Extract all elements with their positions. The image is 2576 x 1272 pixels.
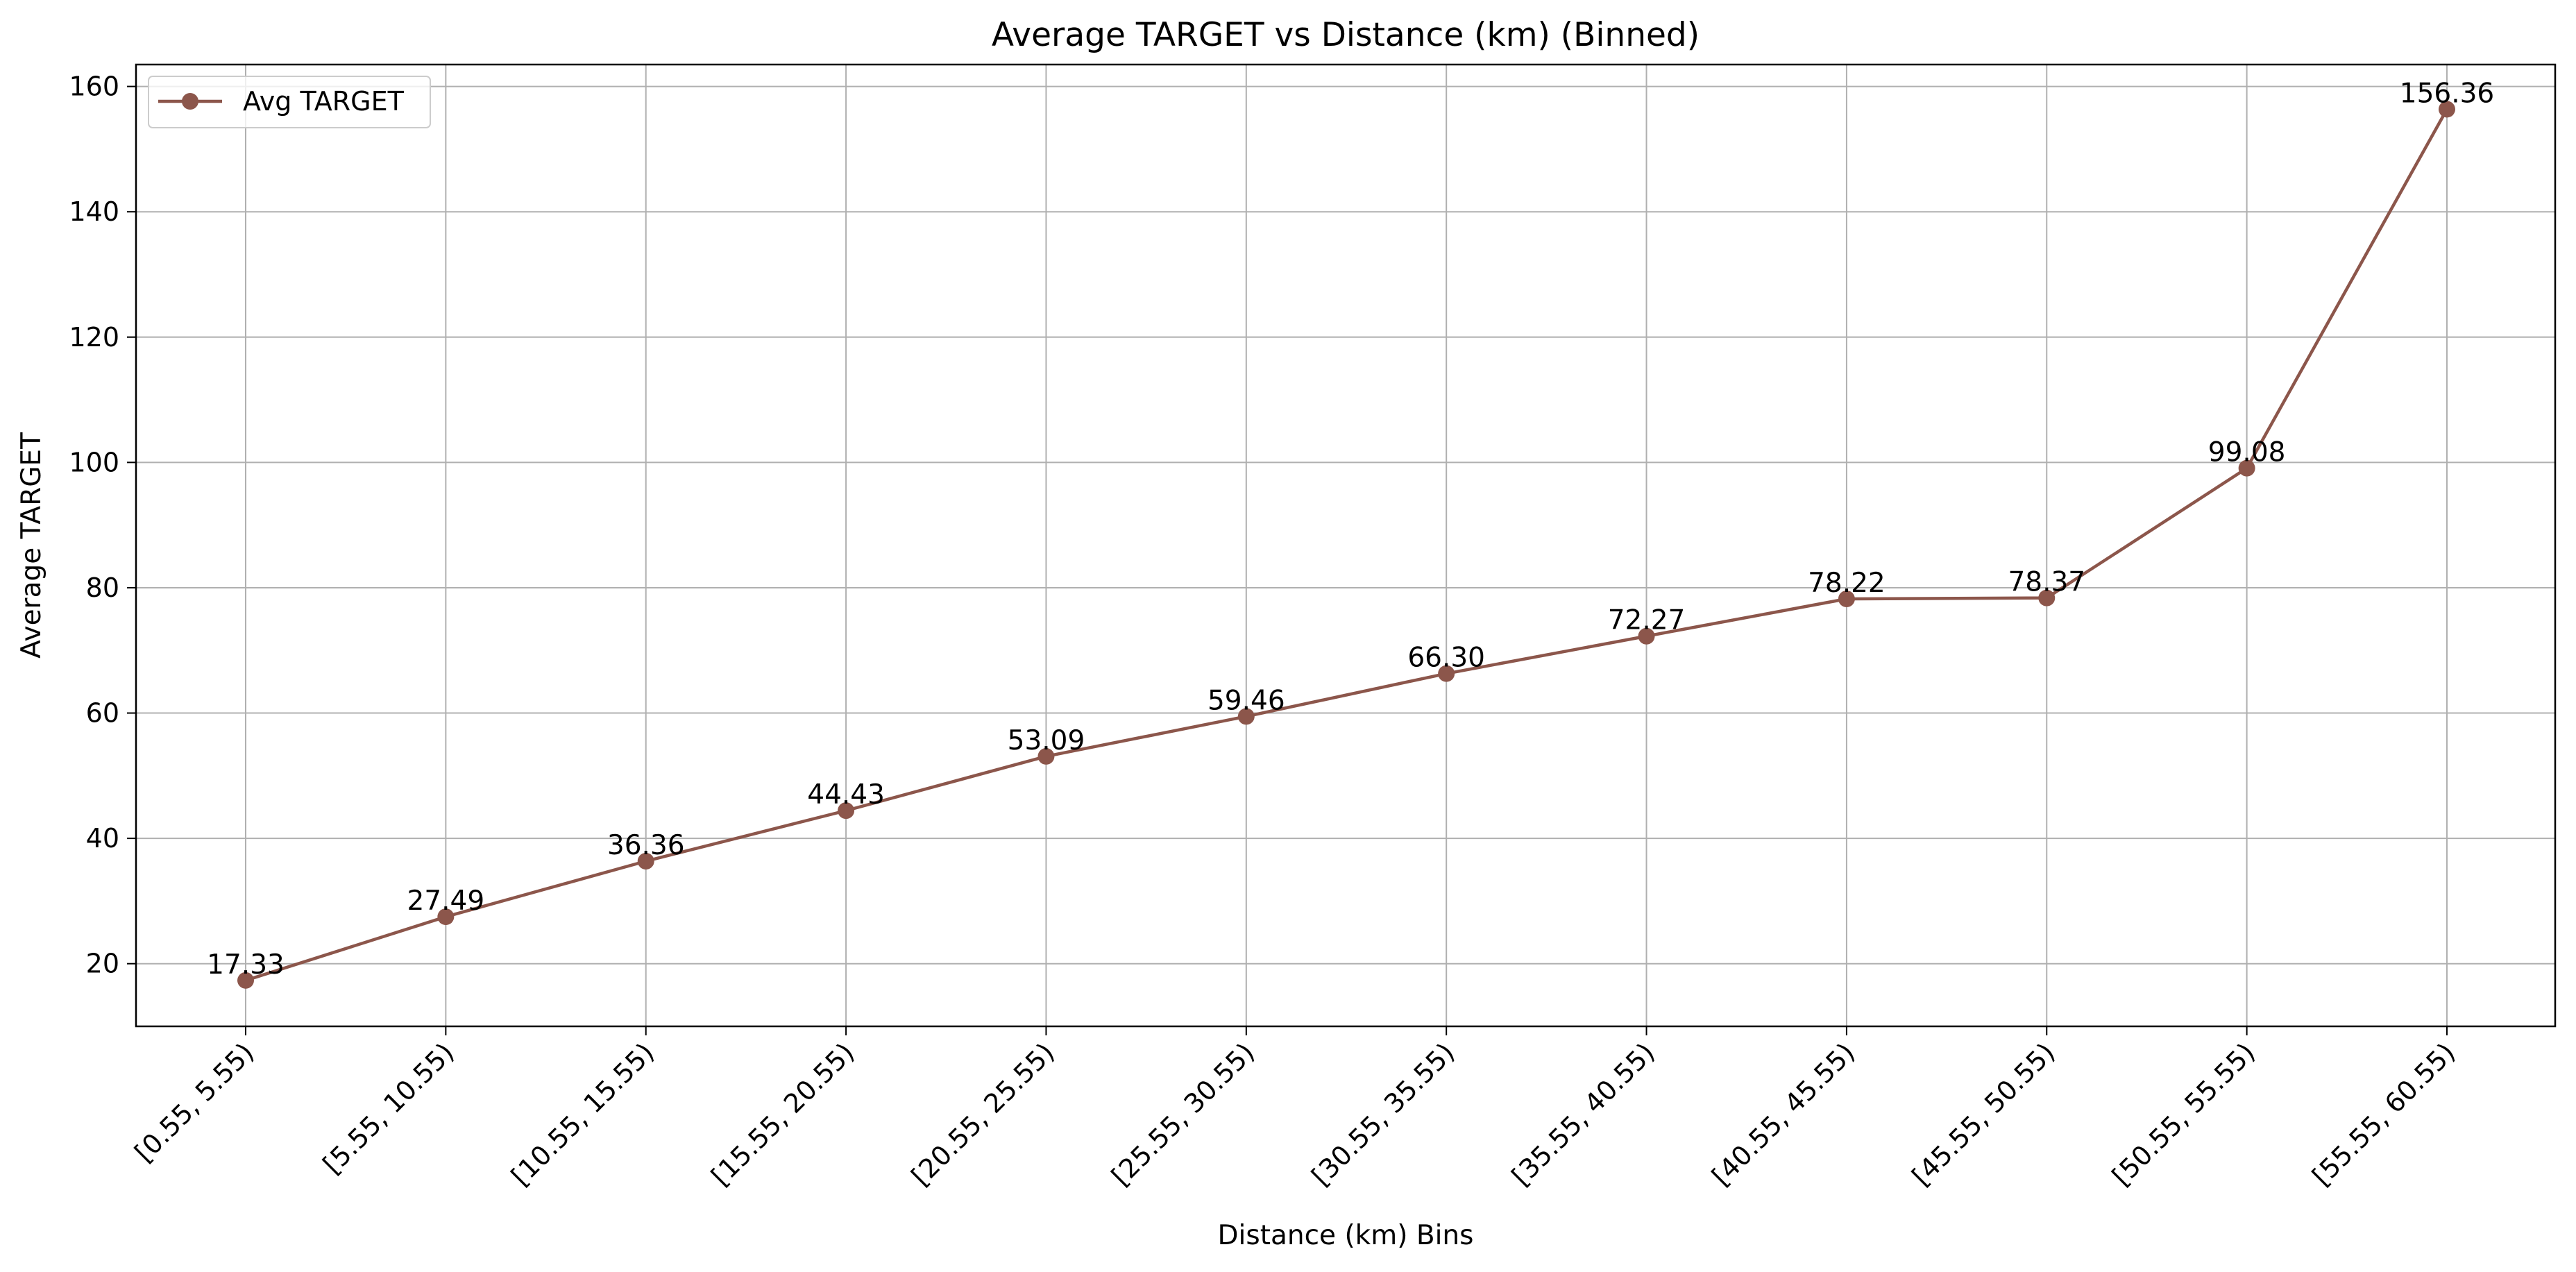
data-point <box>237 972 254 989</box>
data-point <box>1838 591 1855 608</box>
data-point <box>2038 589 2056 607</box>
data-point <box>637 852 654 870</box>
data-point <box>437 908 455 926</box>
y-tick-label: 80 <box>86 573 119 603</box>
data-point-label: 36.36 <box>607 830 685 861</box>
y-tick-label: 140 <box>69 196 119 227</box>
y-tick-label: 20 <box>86 949 119 979</box>
chart-title: Average TARGET vs Distance (km) (Binned) <box>992 16 1700 54</box>
data-point <box>2439 101 2455 118</box>
data-point <box>1438 665 1455 682</box>
data-point-label: 156.36 <box>2400 78 2494 109</box>
series-line-avg-target <box>245 108 2448 982</box>
series-layer <box>237 101 2455 989</box>
legend-box <box>148 76 431 128</box>
x-axis-label: Distance (km) Bins <box>1218 1220 1474 1251</box>
data-point-label: 72.27 <box>1608 605 1686 636</box>
data-point-label: 78.37 <box>2008 567 2085 598</box>
data-point-label: 44.43 <box>807 779 885 811</box>
plot-frame <box>135 63 2557 1028</box>
data-point-label: 27.49 <box>407 885 485 917</box>
data-point <box>838 802 855 820</box>
data-point <box>2238 459 2255 477</box>
data-point <box>1237 708 1255 725</box>
data-labels: 17.33 27.49 36.36 44.43 53.09 59.46 66.30 72.27… <box>207 78 2494 980</box>
y-axis-label: Average TARGET <box>16 432 47 659</box>
legend-label: Avg TARGET <box>243 86 405 117</box>
data-point <box>1037 747 1055 765</box>
grid-lines <box>136 65 2555 1026</box>
y-tick-label: 160 <box>69 71 119 102</box>
legend: Avg TARGET <box>148 76 431 128</box>
y-tick-label: 60 <box>86 698 119 729</box>
y-tick-label: 120 <box>69 322 119 353</box>
legend-marker-swatch <box>182 93 198 110</box>
data-point-label: 66.30 <box>1407 643 1485 674</box>
data-point-label: 99.08 <box>2208 437 2286 468</box>
data-point-label: 53.09 <box>1008 725 1085 756</box>
y-axis-ticks: 20 40 60 80 100 120 140 160 <box>69 71 136 979</box>
data-point <box>1638 627 1655 645</box>
data-point-label: 59.46 <box>1208 685 1285 716</box>
y-tick-label: 40 <box>86 823 119 854</box>
y-tick-label: 100 <box>69 447 119 477</box>
data-point-label: 78.22 <box>1808 568 1886 599</box>
data-point-label: 17.33 <box>207 949 285 981</box>
